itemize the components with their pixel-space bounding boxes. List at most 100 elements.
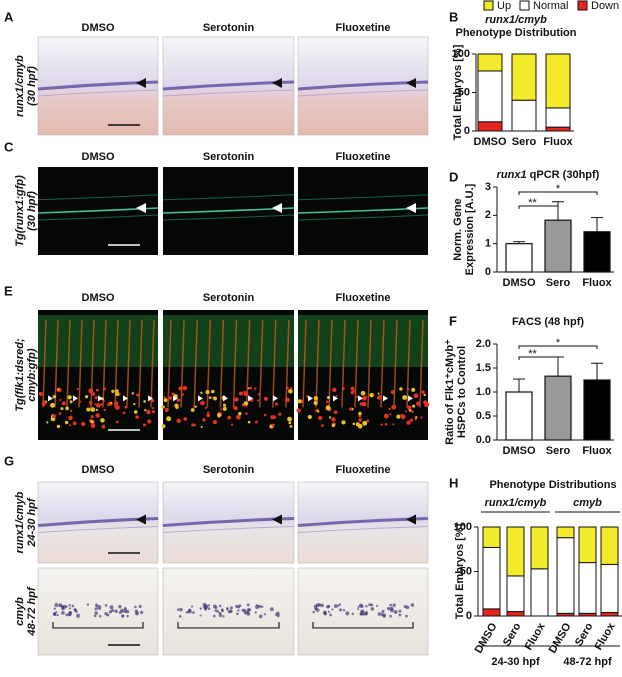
stain-dot	[55, 611, 58, 614]
dsred-dot	[79, 400, 82, 403]
row-label: 48-72 hpf	[26, 586, 38, 637]
x-tick-label: Fluox	[582, 445, 612, 457]
micrograph	[37, 481, 159, 564]
stain-dot	[94, 607, 98, 611]
vessel	[380, 319, 385, 408]
dsred-dot	[152, 407, 155, 410]
arrowhead	[223, 395, 228, 402]
stain-dot	[109, 605, 114, 610]
significance-label: *	[556, 183, 561, 195]
dsred-dot	[52, 414, 56, 419]
dsred-dot	[194, 405, 197, 408]
gfp-line	[297, 194, 429, 201]
bar-segment	[545, 107, 571, 128]
arrowhead	[358, 395, 363, 402]
x-tick-label: DMSO	[547, 621, 574, 656]
row-label: 24-30 hpf	[26, 497, 38, 548]
vessel	[150, 319, 155, 408]
x-tick-label: Sero	[501, 621, 524, 648]
panel-letter: D	[449, 169, 458, 184]
dsred-dot	[222, 403, 227, 407]
stain-dot	[185, 610, 189, 614]
stain-dot	[312, 610, 315, 614]
arrowhead	[136, 514, 146, 525]
vessel	[302, 319, 307, 408]
stain-dot	[380, 613, 384, 617]
stain-dot	[358, 603, 363, 608]
dsred-dot	[68, 424, 72, 427]
x-tick-label: DMSO	[474, 136, 507, 148]
stain-dot	[190, 605, 194, 608]
row-label: runx1/cmyb	[14, 491, 26, 553]
x-tick-label: Sero	[512, 136, 537, 148]
dsred-dot	[90, 415, 94, 419]
chart-title: runx1/cmyb	[485, 14, 547, 26]
dsred-dot	[247, 420, 251, 424]
x-tick-label: Fluox	[543, 136, 573, 148]
dsred-dot	[178, 386, 183, 391]
dsred-dot	[103, 408, 106, 412]
column-header: Serotonin	[203, 464, 255, 476]
dsred-dot	[69, 409, 73, 413]
y-tick-label: 2.0	[476, 338, 491, 350]
dsred-dot	[331, 417, 336, 422]
group-time: 24-30 hpf	[491, 656, 540, 668]
dsred-dot	[100, 418, 105, 423]
arrowhead	[148, 395, 153, 402]
dsred-dot	[239, 391, 244, 396]
dsred-dot	[212, 420, 218, 425]
vessel	[42, 319, 47, 408]
y-tick-label: 0	[466, 610, 472, 622]
stain-dot	[393, 610, 398, 614]
dsred-dot	[161, 405, 165, 409]
gfp-line	[162, 194, 295, 201]
legend-label: Down	[591, 0, 619, 12]
stain-dot	[138, 604, 142, 608]
dsred-dot	[233, 405, 238, 411]
gfp-area	[298, 315, 428, 367]
stain-dot	[331, 608, 334, 611]
stain-dot	[76, 613, 80, 618]
stain-dot	[192, 611, 195, 614]
vessel	[138, 319, 143, 408]
dsred-dot	[144, 409, 147, 412]
dsred-dot	[366, 419, 370, 423]
dsred-dot	[107, 404, 110, 407]
stain-dot	[199, 614, 202, 617]
dsred-dot	[202, 418, 206, 422]
dsred-dot	[411, 387, 416, 392]
stain-dot	[204, 607, 208, 611]
dsred-dot	[101, 424, 106, 429]
stain-dot	[326, 604, 330, 609]
bar	[505, 391, 533, 441]
stain-dot	[218, 613, 223, 618]
stain-dot	[73, 608, 77, 611]
stain-dot	[65, 613, 69, 617]
dsred-dot	[200, 391, 203, 394]
stain-dot	[246, 612, 251, 616]
stain-dot	[398, 613, 402, 617]
x-tick-label: DMSO	[503, 445, 536, 457]
y-axis-label: HSPCs to Control	[456, 346, 468, 438]
dsred-dot	[200, 425, 203, 428]
arrowhead	[248, 395, 253, 402]
dsred-dot	[409, 418, 413, 422]
dsred-dot	[114, 401, 119, 406]
stain-dot	[370, 607, 375, 611]
y-tick-label: 0.0	[476, 434, 491, 446]
micrograph	[37, 167, 159, 255]
panel-letter: H	[449, 475, 458, 490]
stain-dot	[199, 607, 202, 610]
vessel	[180, 319, 185, 408]
stain-dot	[258, 614, 263, 619]
significance-label: **	[528, 348, 537, 360]
stain-dot	[221, 609, 224, 613]
arrowhead	[73, 395, 78, 402]
dsred-dot	[350, 386, 355, 391]
tissue-edge	[37, 89, 159, 97]
dsred-dot	[122, 411, 126, 415]
dsred-dot	[245, 412, 248, 415]
dsred-dot	[297, 399, 302, 404]
dsred-dot	[406, 420, 411, 425]
stain-dot	[359, 612, 363, 616]
